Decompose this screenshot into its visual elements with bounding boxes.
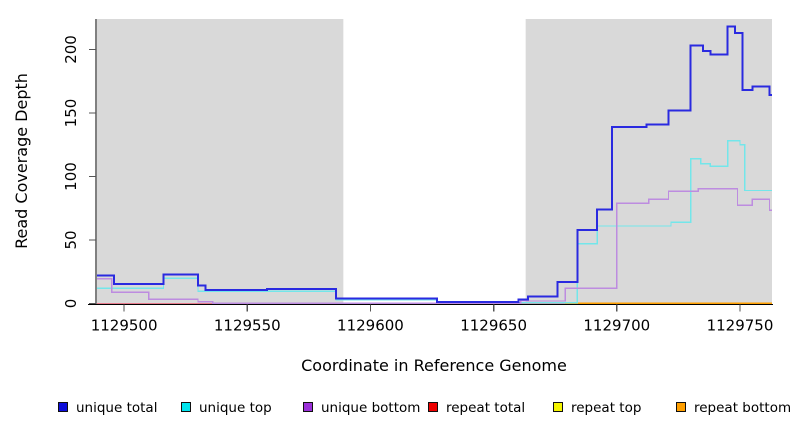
legend-swatch-icon bbox=[58, 402, 68, 412]
y-axis-title: Read Coverage Depth bbox=[12, 73, 31, 249]
legend-swatch-icon bbox=[553, 402, 563, 412]
y-tick-label: 0 bbox=[62, 299, 80, 309]
x-tick-label: 1129550 bbox=[214, 317, 281, 335]
legend-label: unique total bbox=[76, 400, 158, 416]
series-line-unique-total bbox=[97, 25, 772, 304]
legend-label: unique top bbox=[199, 400, 272, 416]
series-line-unique-bottom bbox=[97, 187, 772, 304]
legend-label: unique bottom bbox=[321, 400, 421, 416]
axes: 1129500 1129550 1129600 1129650 1129700 11297… bbox=[62, 19, 773, 335]
x-tick-label: 1129600 bbox=[337, 317, 404, 335]
x-tick-label: 1129750 bbox=[707, 317, 774, 335]
x-tick-label: 1129650 bbox=[460, 317, 527, 335]
y-tick-label: 200 bbox=[62, 35, 80, 64]
legend: unique total unique top unique bottom repea… bbox=[0, 398, 792, 424]
legend-swatch-icon bbox=[181, 402, 191, 412]
legend-swatch-icon bbox=[303, 402, 313, 412]
shaded-region bbox=[97, 19, 344, 305]
shaded-regions bbox=[97, 19, 772, 305]
x-axis-title: Coordinate in Reference Genome bbox=[301, 356, 567, 375]
x-tick-label: 1129500 bbox=[91, 317, 158, 335]
y-tick-label: 100 bbox=[62, 162, 80, 191]
legend-swatch-icon bbox=[428, 402, 438, 412]
legend-label: repeat top bbox=[571, 400, 642, 416]
legend-label: repeat bottom bbox=[694, 400, 792, 416]
y-tick-label: 50 bbox=[62, 230, 80, 249]
series-line-unique-top bbox=[97, 140, 772, 304]
y-tick-label: 150 bbox=[62, 99, 80, 128]
x-tick-label: 1129700 bbox=[583, 317, 650, 335]
series-lines bbox=[97, 25, 772, 305]
legend-label: repeat total bbox=[446, 400, 526, 416]
legend-swatch-icon bbox=[676, 402, 686, 412]
shaded-region bbox=[525, 19, 772, 305]
